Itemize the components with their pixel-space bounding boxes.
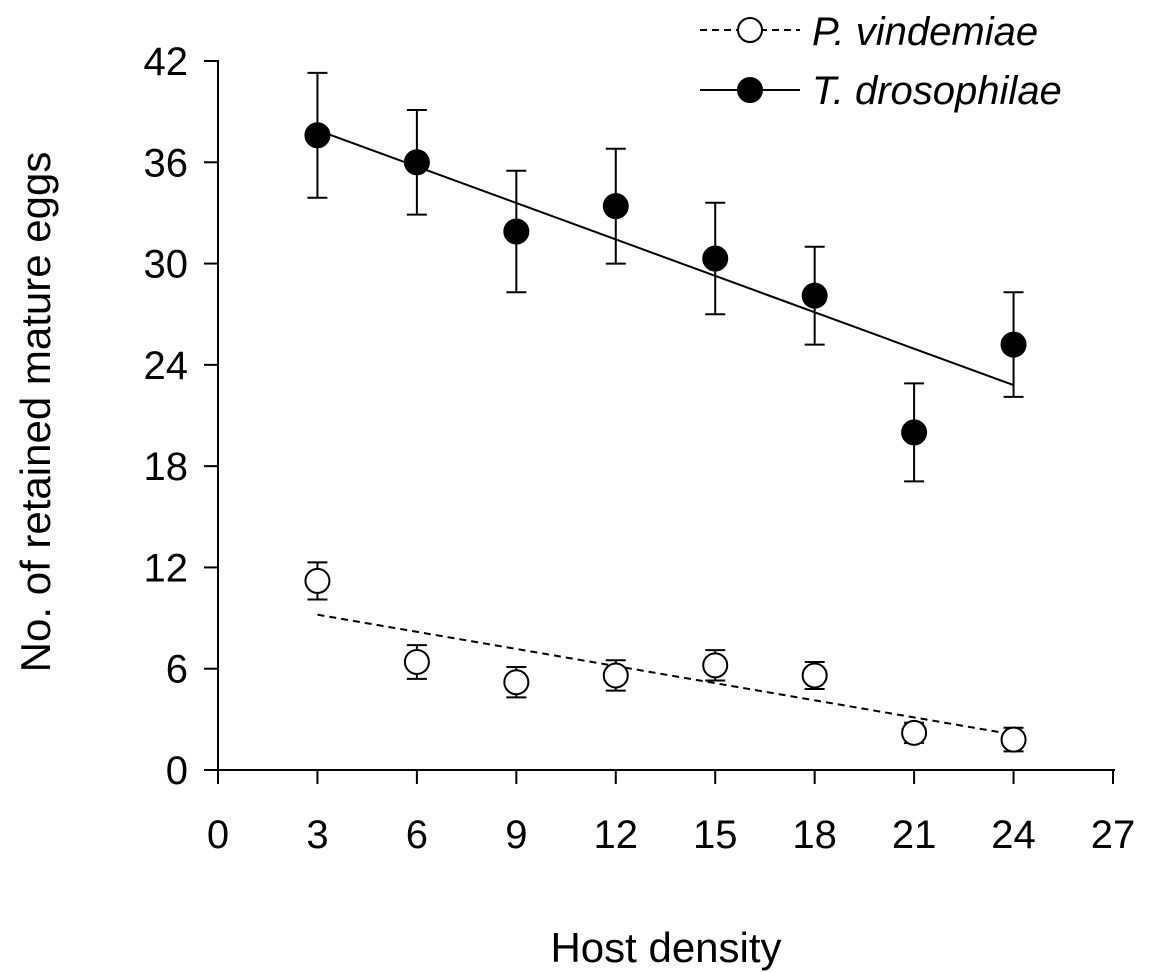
x-tick-label: 27	[1091, 813, 1136, 857]
legend-item-t-drosophilae: T. drosophilae	[700, 69, 1062, 113]
data-point-p-vindemiae	[801, 662, 828, 689]
y-tick-label: 6	[166, 648, 188, 692]
y-tick-label: 18	[144, 445, 189, 489]
y-tick-label: 36	[144, 141, 189, 185]
y-tick-label: 30	[144, 243, 189, 287]
y-axis-title: No. of retained mature eggs	[12, 152, 59, 673]
data-point-t-drosophilae	[503, 218, 530, 245]
x-tick-label: 24	[991, 813, 1036, 857]
data-point-t-drosophilae	[403, 149, 430, 176]
x-tick-label: 21	[892, 813, 937, 857]
trend-line-p-vindemiae	[317, 613, 1014, 736]
data-point-p-vindemiae	[602, 662, 629, 689]
x-tick-label: 15	[693, 813, 738, 857]
y-tick-label: 42	[144, 40, 189, 84]
legend-label-p-vindemiae: P. vindemiae	[812, 10, 1038, 54]
x-tick-label: 6	[406, 813, 428, 857]
x-tick-label: 0	[207, 813, 229, 857]
x-tick-label: 3	[306, 813, 328, 857]
data-point-t-drosophilae	[602, 193, 629, 220]
data-point-t-drosophilae	[1000, 331, 1027, 358]
y-tick-label: 12	[144, 546, 189, 590]
data-point-p-vindemiae	[503, 669, 530, 696]
y-tick-label: 24	[144, 344, 189, 388]
data-point-p-vindemiae	[1000, 726, 1027, 753]
data-point-p-vindemiae	[901, 719, 928, 746]
x-tick-label: 12	[594, 813, 639, 857]
legend: P. vindemiae T. drosophilae	[700, 10, 1062, 113]
legend-item-p-vindemiae: P. vindemiae	[700, 10, 1038, 54]
y-ticks: 0 6 12 18 24 30 36 42	[144, 40, 218, 793]
legend-open-circle-icon	[737, 17, 763, 43]
legend-label-t-drosophilae: T. drosophilae	[812, 69, 1062, 113]
data-point-t-drosophilae	[901, 419, 928, 446]
legend-filled-circle-icon	[737, 77, 763, 103]
x-axis-title: Host density	[550, 924, 781, 971]
data-point-p-vindemiae	[304, 567, 331, 594]
data-point-p-vindemiae	[702, 652, 729, 679]
data-point-t-drosophilae	[304, 122, 331, 149]
x-tick-label: 18	[792, 813, 837, 857]
data-point-t-drosophilae	[702, 245, 729, 272]
data-points	[304, 122, 1027, 753]
trend-line-t-drosophilae	[317, 129, 1014, 387]
x-ticks: 0 3 6 9 12 15 18 21 24 27	[207, 770, 1135, 857]
trend-lines	[317, 129, 1014, 736]
data-point-t-drosophilae	[801, 282, 828, 309]
data-point-p-vindemiae	[403, 648, 430, 675]
y-tick-label: 0	[166, 749, 188, 793]
x-tick-label: 9	[505, 813, 527, 857]
